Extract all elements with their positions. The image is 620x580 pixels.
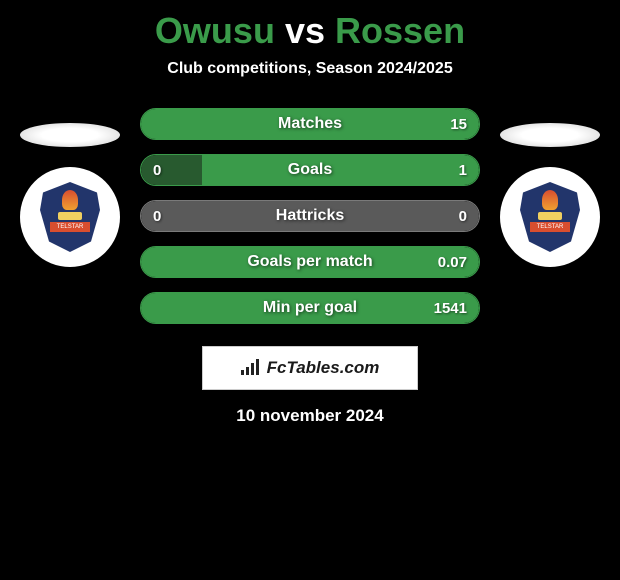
- stat-value-right: 0: [459, 208, 467, 225]
- stat-label: Goals per match: [247, 253, 372, 271]
- vs-label: vs: [285, 10, 325, 51]
- flame-icon: [542, 190, 558, 210]
- page-title: Owusu vs Rossen: [0, 10, 620, 52]
- flame-icon: [62, 190, 78, 210]
- player2-silhouette: [500, 123, 600, 147]
- player1-silhouette: [20, 123, 120, 147]
- bar-right: [202, 155, 479, 185]
- stat-value-right: 15: [450, 116, 467, 133]
- stat-row: 0 1 Goals: [140, 154, 480, 186]
- shield-icon: TELSTAR: [520, 182, 580, 252]
- player1-name: Owusu: [155, 10, 275, 51]
- stat-value-left: 0: [153, 208, 161, 225]
- main-content: TELSTAR 15 Matches 0 1 Goals 0 0 Hattricks 0.07 G…: [0, 108, 620, 324]
- barchart-icon: [241, 359, 261, 377]
- stat-label: Matches: [278, 115, 342, 133]
- date-label: 10 november 2024: [236, 406, 383, 426]
- player2-column: TELSTAR: [500, 108, 600, 267]
- stat-row: 1541 Min per goal: [140, 292, 480, 324]
- stat-label: Hattricks: [276, 207, 344, 225]
- shield-icon: TELSTAR: [40, 182, 100, 252]
- player1-column: TELSTAR: [20, 108, 120, 267]
- stat-label: Min per goal: [263, 299, 357, 317]
- brand-text: FcTables.com: [267, 358, 380, 378]
- player2-club-badge: TELSTAR: [500, 167, 600, 267]
- club-ribbon: TELSTAR: [50, 222, 90, 232]
- stat-value-right: 1: [459, 162, 467, 179]
- player2-name: Rossen: [335, 10, 465, 51]
- subtitle: Club competitions, Season 2024/2025: [0, 60, 620, 78]
- stat-row: 0.07 Goals per match: [140, 246, 480, 278]
- stat-value-right: 0.07: [438, 254, 467, 271]
- stat-row: 15 Matches: [140, 108, 480, 140]
- brand-box[interactable]: FcTables.com: [202, 346, 418, 390]
- club-ribbon: TELSTAR: [530, 222, 570, 232]
- stat-row: 0 0 Hattricks: [140, 200, 480, 232]
- stat-value-right: 1541: [434, 300, 467, 317]
- stat-value-left: 0: [153, 162, 161, 179]
- comparison-card: Owusu vs Rossen Club competitions, Seaso…: [0, 0, 620, 426]
- stat-label: Goals: [288, 161, 332, 179]
- bar-left: [141, 155, 202, 185]
- footer: FcTables.com 10 november 2024: [0, 346, 620, 426]
- player1-club-badge: TELSTAR: [20, 167, 120, 267]
- stats-list: 15 Matches 0 1 Goals 0 0 Hattricks 0.07 Goals per…: [140, 108, 480, 324]
